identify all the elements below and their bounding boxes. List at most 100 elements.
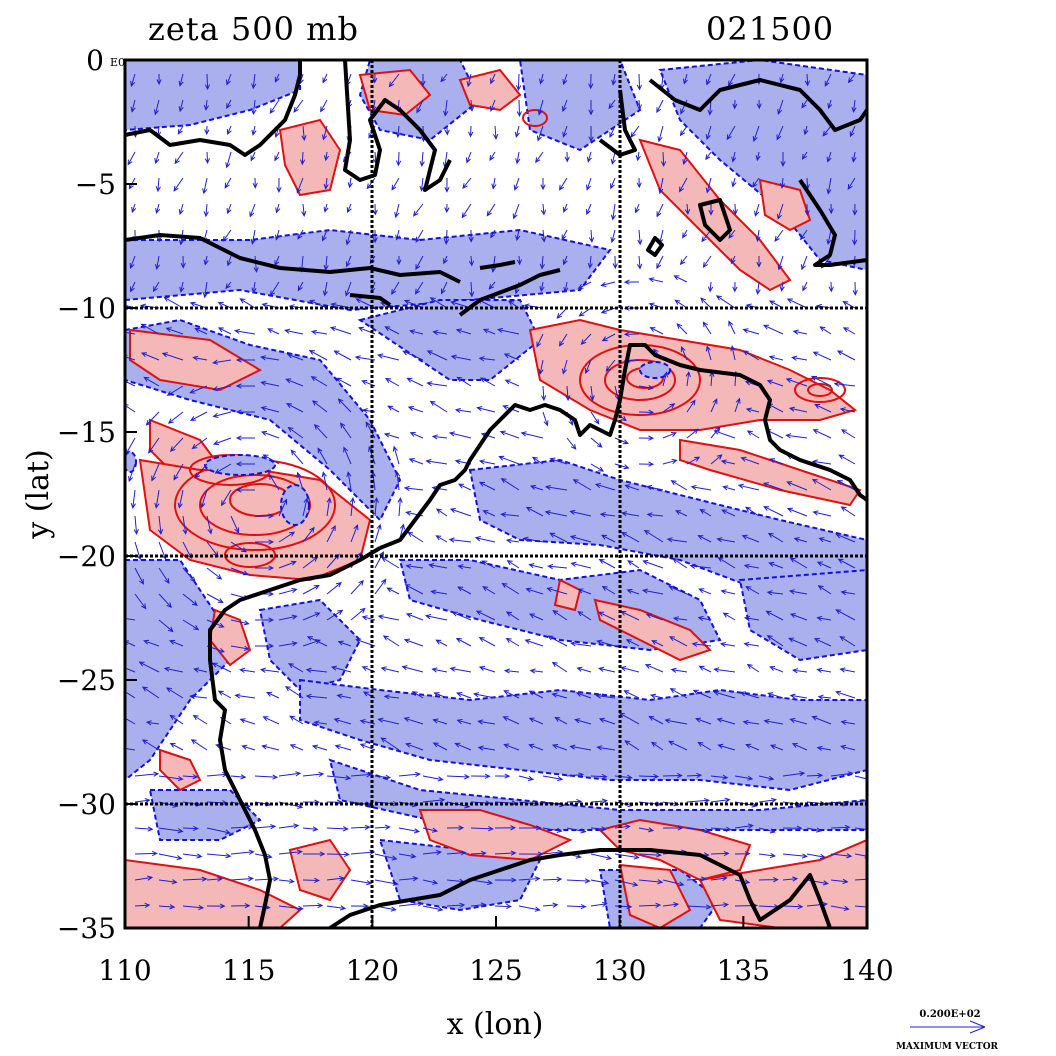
wind-vector (590, 901, 608, 907)
wind-vector (686, 428, 699, 439)
wind-vector (544, 510, 568, 517)
wind-vector (789, 693, 808, 699)
wind-vector (563, 203, 568, 213)
wind-vector (540, 203, 547, 216)
wind-vector (662, 879, 685, 887)
wind-vector (173, 177, 184, 192)
wind-vector (230, 876, 254, 882)
wind-vector (211, 662, 232, 673)
wind-vector (255, 565, 275, 571)
wind-vector (756, 256, 762, 268)
wind-vector (720, 459, 736, 465)
wind-vector (590, 411, 600, 425)
wind-vector (599, 512, 616, 518)
wind-vector (828, 281, 834, 293)
wind-vector (722, 485, 736, 491)
wind-vector (286, 353, 304, 361)
wind-vector (289, 715, 304, 725)
wind-vector (405, 563, 424, 569)
wind-vector (359, 719, 376, 725)
wind-vector (780, 152, 786, 167)
wind-vector (239, 718, 256, 725)
wind-vector (372, 229, 378, 244)
wind-vector (472, 692, 496, 699)
wind-vector (638, 773, 660, 780)
wind-vector (758, 852, 777, 859)
y-tick-label: −15 (57, 416, 116, 449)
wind-vector (380, 737, 400, 751)
wind-vector (189, 411, 208, 421)
wind-vector (817, 694, 832, 700)
wind-vector (432, 329, 448, 336)
wind-vector (326, 775, 352, 781)
coastline-australia-south (328, 848, 832, 928)
wind-vector (200, 489, 208, 509)
wind-vector (494, 825, 517, 831)
wind-vector (679, 125, 688, 137)
wind-vector (743, 641, 760, 647)
wind-vector (154, 151, 160, 165)
wind-vector (552, 610, 568, 621)
wind-vector (450, 354, 472, 361)
wind-vector (374, 523, 382, 543)
wind-vector (458, 483, 472, 491)
wind-vector (512, 203, 520, 220)
wind-vector (225, 281, 232, 290)
wind-vector (396, 255, 402, 266)
wind-vector (529, 484, 544, 491)
wind-vector (803, 125, 809, 136)
wind-vector (457, 564, 472, 570)
wind-vector (812, 429, 832, 439)
coastline-timor (646, 236, 664, 257)
wind-vector (788, 406, 808, 413)
wind-vector (158, 879, 178, 885)
wind-vector (662, 825, 684, 831)
wind-vector (326, 826, 349, 832)
wind-vector (323, 151, 330, 162)
wind-vector (728, 320, 736, 335)
wind-vector (350, 772, 373, 778)
wind-vector (395, 125, 401, 138)
wind-vector (275, 203, 281, 214)
wind-vector (785, 377, 808, 387)
wind-vector (251, 125, 257, 136)
wind-vector (409, 329, 424, 335)
x-tick-label: 120 (346, 954, 399, 987)
wind-vector (446, 774, 471, 780)
wind-vector (305, 693, 328, 700)
wind-vector (774, 229, 784, 242)
wind-vector (392, 445, 400, 465)
wind-vector (664, 718, 688, 725)
wind-vector (302, 526, 315, 543)
wind-vector (220, 489, 232, 507)
wind-vector (182, 593, 198, 607)
wind-vector (737, 483, 760, 491)
wind-vector (274, 229, 280, 241)
wind-vector (350, 607, 366, 621)
wind-vector (230, 849, 255, 855)
wind-vector (766, 379, 784, 387)
wind-vector (350, 579, 364, 595)
wind-vector (672, 616, 688, 622)
wind-vector (710, 454, 723, 465)
wind-vector (322, 125, 328, 141)
wind-vector (800, 229, 808, 241)
wind-vector (299, 151, 306, 166)
wind-vector (182, 515, 188, 535)
wind-vector (432, 718, 448, 725)
wind-vector (777, 99, 784, 115)
wind-vector (350, 879, 373, 886)
wind-vector (621, 511, 640, 517)
wind-vector (422, 849, 443, 856)
x-tick-label: 110 (98, 954, 151, 987)
wind-vector (374, 824, 391, 830)
wind-vector (830, 878, 849, 885)
wind-vector (626, 588, 640, 595)
wind-vector (154, 255, 161, 270)
wind-vector (840, 719, 856, 726)
wind-vector (644, 664, 664, 673)
wind-vector (310, 376, 328, 387)
wind-vector (657, 125, 664, 143)
wind-vector (826, 229, 832, 246)
wind-vector (839, 667, 856, 673)
